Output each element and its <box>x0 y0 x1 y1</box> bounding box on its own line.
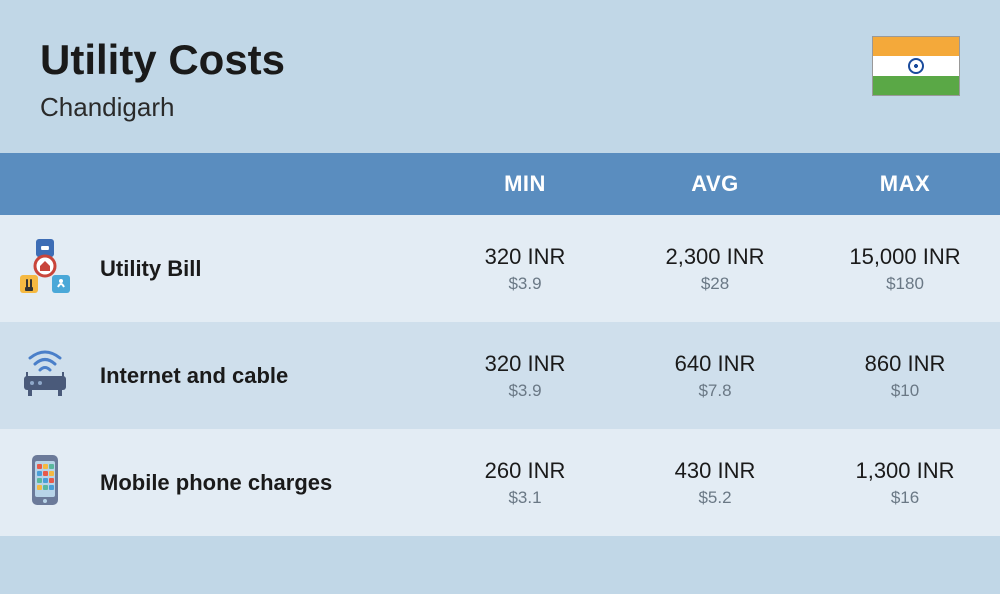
page-title: Utility Costs <box>40 36 285 84</box>
cell-min: 320 INR $3.9 <box>430 322 620 429</box>
val-inr: 1,300 INR <box>820 458 990 484</box>
col-label <box>90 153 430 215</box>
cell-max: 1,300 INR $16 <box>810 429 1000 536</box>
india-flag-icon <box>872 36 960 96</box>
page-subtitle: Chandigarh <box>40 92 285 123</box>
table-row: Utility Bill 320 INR $3.9 2,300 INR $28 … <box>0 215 1000 322</box>
header: Utility Costs Chandigarh <box>0 0 1000 153</box>
table-header-row: MIN AVG MAX <box>0 153 1000 215</box>
table-row: Mobile phone charges 260 INR $3.1 430 IN… <box>0 429 1000 536</box>
cell-min: 260 INR $3.1 <box>430 429 620 536</box>
phone-icon <box>16 451 74 509</box>
val-inr: 2,300 INR <box>630 244 800 270</box>
table-row: Internet and cable 320 INR $3.9 640 INR … <box>0 322 1000 429</box>
val-usd: $180 <box>820 274 990 294</box>
val-usd: $16 <box>820 488 990 508</box>
val-inr: 320 INR <box>440 244 610 270</box>
val-inr: 860 INR <box>820 351 990 377</box>
val-inr: 260 INR <box>440 458 610 484</box>
cell-max: 15,000 INR $180 <box>810 215 1000 322</box>
val-inr: 430 INR <box>630 458 800 484</box>
val-usd: $3.9 <box>440 274 610 294</box>
col-avg: AVG <box>620 153 810 215</box>
col-min: MIN <box>430 153 620 215</box>
cell-min: 320 INR $3.9 <box>430 215 620 322</box>
val-usd: $7.8 <box>630 381 800 401</box>
val-usd: $10 <box>820 381 990 401</box>
row-label: Utility Bill <box>90 215 430 322</box>
val-inr: 15,000 INR <box>820 244 990 270</box>
col-max: MAX <box>810 153 1000 215</box>
col-icon <box>0 153 90 215</box>
cell-max: 860 INR $10 <box>810 322 1000 429</box>
val-inr: 320 INR <box>440 351 610 377</box>
cell-avg: 640 INR $7.8 <box>620 322 810 429</box>
val-usd: $28 <box>630 274 800 294</box>
val-inr: 640 INR <box>630 351 800 377</box>
row-label: Internet and cable <box>90 322 430 429</box>
val-usd: $3.9 <box>440 381 610 401</box>
cell-avg: 430 INR $5.2 <box>620 429 810 536</box>
cell-avg: 2,300 INR $28 <box>620 215 810 322</box>
costs-table: MIN AVG MAX <box>0 153 1000 536</box>
router-icon <box>16 344 74 402</box>
title-block: Utility Costs Chandigarh <box>40 36 285 123</box>
val-usd: $3.1 <box>440 488 610 508</box>
row-label: Mobile phone charges <box>90 429 430 536</box>
utility-icon <box>16 237 74 295</box>
val-usd: $5.2 <box>630 488 800 508</box>
